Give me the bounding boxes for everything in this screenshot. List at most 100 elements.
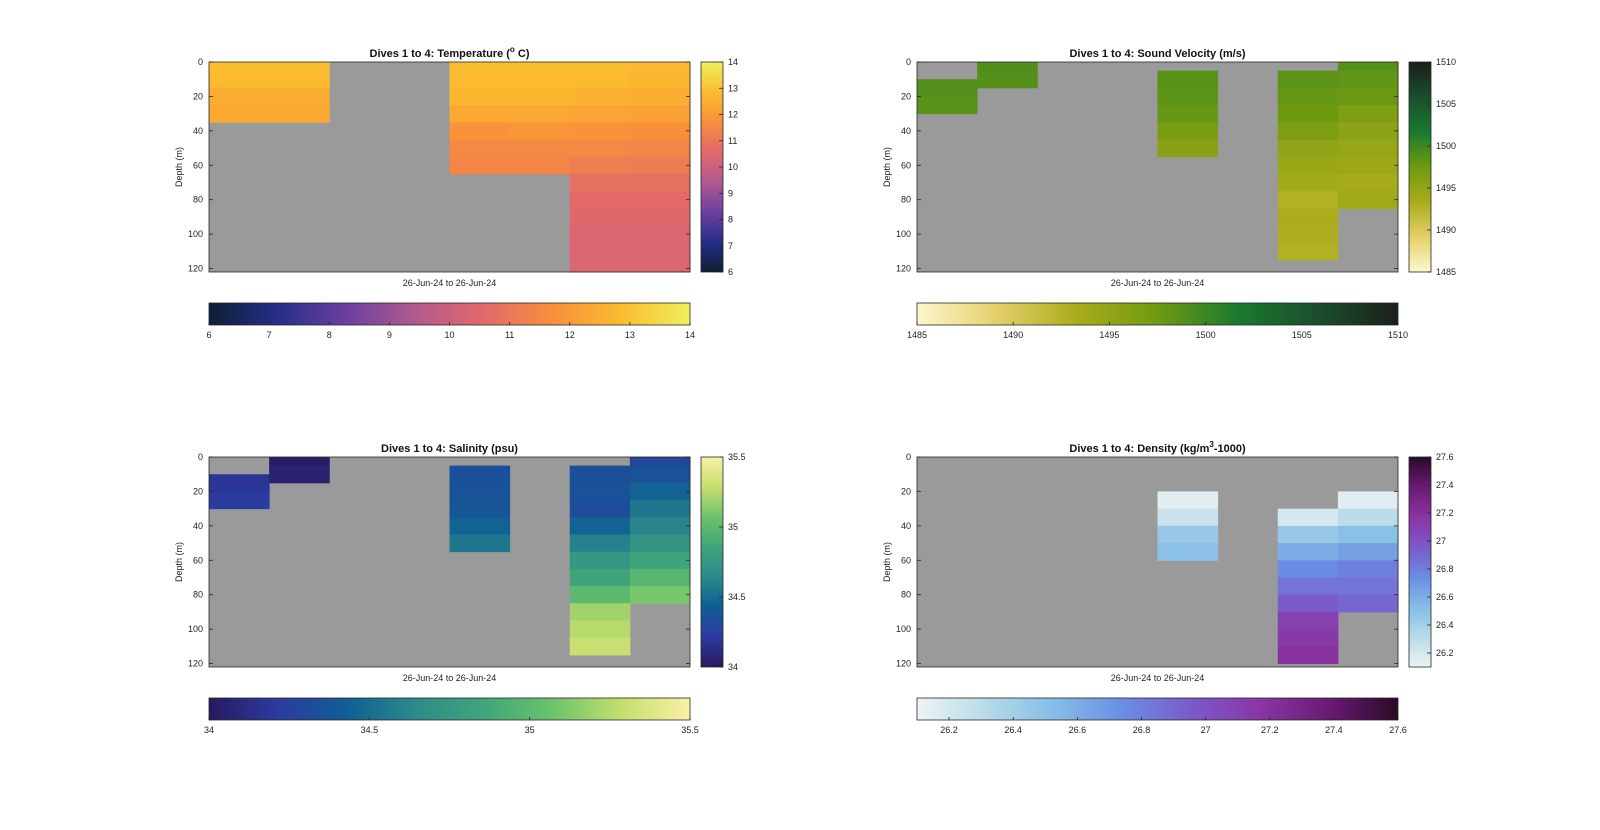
chart-title-text: Dives 1 to 4: Temperature (: [370, 48, 511, 60]
colorbar-tick-label: 1510: [1388, 330, 1408, 340]
heatmap-cell: [1277, 560, 1339, 578]
heatmap-cell: [1277, 208, 1339, 227]
heatmap-cell: [569, 500, 631, 518]
heatmap-cell: [1157, 491, 1219, 510]
y-tick-label: 80: [901, 195, 911, 205]
x-axis-label: 26-Jun-24 to 26-Jun-24: [1111, 278, 1205, 288]
heatmap-cell: [509, 122, 571, 140]
heatmap-cell: [1157, 105, 1219, 123]
heatmap-cell: [629, 105, 691, 123]
colorbar-horizontal: [916, 697, 1399, 721]
y-tick-label: 20: [193, 91, 203, 101]
heatmap-cell: [629, 156, 691, 175]
y-tick-label: 120: [188, 264, 203, 274]
heatmap-cell: [509, 70, 571, 89]
heatmap-cell: [1157, 122, 1219, 140]
heatmap-cell: [449, 139, 511, 158]
heatmap-cell: [1337, 508, 1399, 527]
colorbar-tick-label: 11: [728, 136, 737, 146]
heatmap-cell: [1337, 543, 1399, 561]
heatmap-cell: [629, 122, 691, 140]
colorbar-tick-label: 27.2: [1436, 508, 1454, 518]
heatmap-cell: [917, 79, 978, 97]
colorbar-tick-label: 34.5: [728, 592, 746, 602]
heatmap-cell: [977, 62, 1038, 72]
heatmap-cell: [1277, 87, 1339, 106]
colorbar-tick-label: 1500: [1436, 141, 1456, 151]
heatmap-cell: [569, 259, 631, 273]
colorbar-vertical: [700, 456, 724, 668]
colorbar-tick-label: 10: [444, 330, 454, 340]
chart-title-superscript: o: [510, 45, 515, 54]
y-tick-label: 120: [188, 659, 203, 669]
chart-title-text: Dives 1 to 4: Salinity (psu): [381, 443, 518, 455]
y-axis-label: Depth (m): [882, 147, 892, 187]
y-tick-label: 20: [193, 486, 203, 496]
heatmap-cell: [449, 482, 511, 501]
colorbar-tick-label: 12: [728, 110, 738, 120]
y-tick-label: 60: [901, 160, 911, 170]
heatmap-cell: [449, 534, 511, 553]
y-tick-label: 80: [193, 195, 203, 205]
heatmap-cell: [1337, 122, 1399, 140]
heatmap-cell: [209, 62, 270, 72]
colorbar-tick-label: 26.4: [1004, 725, 1022, 735]
colorbar-tick-label: 1495: [1099, 330, 1119, 340]
y-tick-label: 80: [901, 590, 911, 600]
colorbar-tick-label: 11: [505, 330, 514, 340]
heatmap-cell: [1277, 646, 1339, 665]
heatmap-cell: [629, 242, 691, 261]
heatmap-cell: [629, 568, 691, 587]
heatmap-cell: [569, 534, 631, 553]
y-tick-label: 0: [198, 57, 203, 67]
heatmap-cell: [509, 87, 571, 106]
heatmap-cell: [449, 465, 511, 484]
heatmap-cell: [1277, 508, 1339, 527]
heatmap-cell: [1277, 105, 1339, 123]
heatmap-cell: [569, 568, 631, 587]
colorbar-tick-label: 27.4: [1325, 725, 1343, 735]
heatmap-cell: [629, 62, 691, 72]
heatmap-cell: [629, 208, 691, 227]
heatmap-cell: [1337, 577, 1399, 596]
y-tick-label: 100: [188, 229, 203, 239]
heatmap-cell: [629, 586, 691, 604]
heatmap-cell: [449, 517, 511, 535]
heatmap-cell: [569, 242, 631, 261]
heatmap-cell: [569, 87, 631, 106]
chart-title: Dives 1 to 4: Salinity (psu): [381, 443, 518, 455]
heatmap-cell: [1277, 191, 1339, 209]
heatmap-cell: [569, 620, 631, 639]
colorbar-tick-label: 6: [728, 267, 733, 277]
colorbar-tick-label: 6: [206, 330, 211, 340]
heatmap-cell: [1277, 611, 1339, 630]
y-tick-label: 40: [193, 126, 203, 136]
colorbar-tick-label: 35: [525, 725, 535, 735]
colorbar-tick-label: 27.4: [1436, 480, 1454, 490]
x-axis-label: 26-Jun-24 to 26-Jun-24: [403, 673, 497, 683]
heatmap-cell: [269, 465, 330, 484]
heatmap-cell: [1337, 105, 1399, 123]
heatmap-cell: [209, 491, 270, 510]
heatmap-cell: [1337, 70, 1399, 89]
heatmap-cell: [269, 105, 330, 123]
heatmap-cell: [629, 465, 691, 484]
heatmap-cell: [1157, 70, 1219, 89]
heatmap-cell: [569, 637, 631, 656]
x-axis-label: 26-Jun-24 to 26-Jun-24: [1111, 673, 1205, 683]
chart-title-text: Dives 1 to 4: Sound Velocity (m/s): [1069, 48, 1245, 60]
colorbar-tick-label: 35.5: [728, 452, 746, 462]
heatmap-cell: [629, 87, 691, 106]
heatmap-cell: [569, 551, 631, 570]
y-tick-label: 80: [193, 590, 203, 600]
heatmap-cell: [569, 517, 631, 535]
heatmap-cell: [569, 225, 631, 244]
heatmap-cell: [629, 457, 691, 467]
colorbar-tick-label: 27.6: [1436, 452, 1454, 462]
colorbar-tick-label: 14: [728, 57, 738, 67]
colorbar-tick-label: 8: [327, 330, 332, 340]
y-tick-label: 100: [896, 229, 911, 239]
heatmap-cell: [1277, 156, 1339, 175]
colorbar-tick-label: 26.2: [1436, 648, 1454, 658]
